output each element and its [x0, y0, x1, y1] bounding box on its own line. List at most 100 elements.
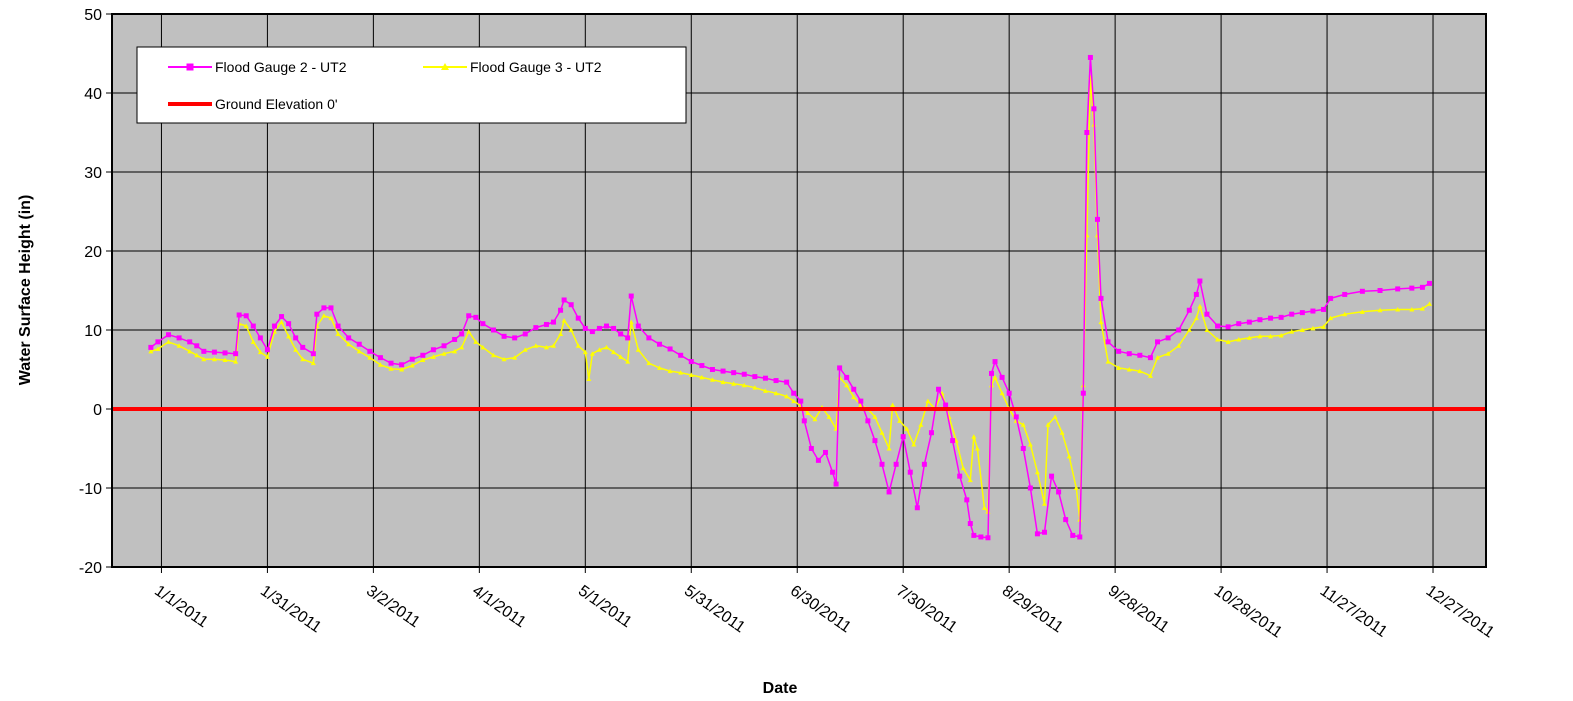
data-point — [1236, 336, 1242, 342]
data-point — [752, 374, 758, 380]
data-point — [656, 365, 662, 370]
data-point — [1147, 355, 1153, 361]
data-point — [603, 323, 609, 329]
data-point — [720, 379, 726, 385]
data-point — [1126, 351, 1132, 357]
data-point — [1328, 315, 1334, 321]
data-point — [731, 381, 737, 386]
legend-label-ground-elevation: Ground Elevation 0' — [215, 96, 338, 112]
data-point — [999, 390, 1005, 396]
data-point — [589, 351, 595, 356]
data-point — [321, 305, 327, 311]
data-point — [964, 497, 970, 503]
data-point — [967, 521, 973, 527]
data-point — [784, 393, 790, 399]
data-point — [1278, 314, 1284, 320]
legend: Flood Gauge 2 - UT2 Flood Gauge 3 - UT2 … — [136, 46, 687, 124]
data-point — [1020, 422, 1026, 427]
plot-border — [111, 13, 1487, 568]
data-point — [452, 336, 458, 342]
data-point — [784, 379, 790, 385]
data-point — [1310, 308, 1316, 314]
data-point — [533, 325, 539, 331]
data-point — [762, 375, 768, 381]
data-point — [1155, 339, 1161, 345]
data-point — [250, 323, 256, 329]
data-point — [187, 348, 193, 354]
data-point — [561, 297, 567, 303]
data-point — [603, 344, 609, 350]
x-axis-ticks: 1/1/2011 1/31/2011 3/2/2011 4/1/2011 5/1/201… — [151, 567, 1497, 642]
data-point — [678, 352, 684, 358]
legend-label-gauge-2: Flood Gauge 2 - UT2 — [215, 59, 347, 75]
data-point — [300, 356, 306, 362]
data-point — [1105, 359, 1111, 364]
data-point — [480, 321, 486, 327]
y-tick-label: 30 — [84, 165, 102, 182]
data-point — [911, 442, 917, 447]
data-point — [957, 473, 963, 479]
data-point — [773, 390, 779, 396]
data-point — [752, 385, 758, 390]
data-point — [921, 461, 927, 467]
data-point — [720, 368, 726, 374]
data-point — [533, 343, 539, 348]
data-point — [293, 347, 299, 352]
data-point — [1116, 365, 1122, 370]
data-point — [1091, 106, 1097, 112]
y-tick-label: -20 — [79, 560, 102, 577]
data-point — [699, 363, 705, 369]
data-point — [688, 372, 694, 378]
y-tick-label: 50 — [84, 7, 102, 24]
data-point — [155, 339, 161, 345]
data-point — [812, 416, 818, 422]
x-tick-label: 12/27/2011 — [1423, 582, 1497, 641]
data-point — [328, 305, 334, 311]
data-point — [773, 378, 779, 384]
data-point — [346, 335, 352, 341]
data-point — [830, 469, 836, 475]
data-point — [222, 357, 228, 363]
data-point — [194, 343, 200, 349]
data-point — [1073, 485, 1079, 490]
data-point — [201, 348, 207, 354]
data-point — [596, 347, 602, 352]
data-point — [791, 390, 797, 396]
legend-marker-gauge-2 — [186, 63, 194, 71]
data-point — [826, 414, 832, 419]
data-point — [635, 347, 641, 352]
data-point — [558, 307, 564, 313]
data-point — [974, 446, 980, 451]
data-point — [1278, 333, 1284, 338]
data-point — [271, 323, 277, 329]
data-point — [522, 331, 528, 337]
data-point — [1080, 390, 1086, 396]
data-point — [166, 339, 172, 344]
data-point — [971, 434, 977, 439]
data-point — [346, 341, 352, 347]
data-point — [960, 465, 966, 471]
data-point — [377, 362, 383, 367]
data-point — [1310, 325, 1316, 331]
data-point — [822, 449, 828, 455]
data-point — [989, 370, 995, 376]
data-point — [377, 355, 383, 361]
data-point — [388, 360, 394, 366]
y-tick-label: 40 — [84, 86, 102, 103]
data-point — [741, 371, 747, 377]
data-point — [936, 386, 942, 392]
data-point — [596, 325, 602, 331]
data-point — [1165, 351, 1171, 356]
data-point — [586, 376, 592, 381]
data-point — [1268, 333, 1274, 339]
data-point — [907, 469, 913, 475]
x-tick-label: 9/28/2011 — [1105, 582, 1172, 636]
data-point — [236, 312, 242, 318]
data-point — [430, 354, 436, 359]
data-point — [985, 535, 991, 541]
data-point — [1426, 280, 1432, 286]
data-point — [264, 347, 270, 353]
data-point — [1204, 327, 1210, 332]
data-point — [844, 382, 850, 388]
data-point — [646, 335, 652, 341]
